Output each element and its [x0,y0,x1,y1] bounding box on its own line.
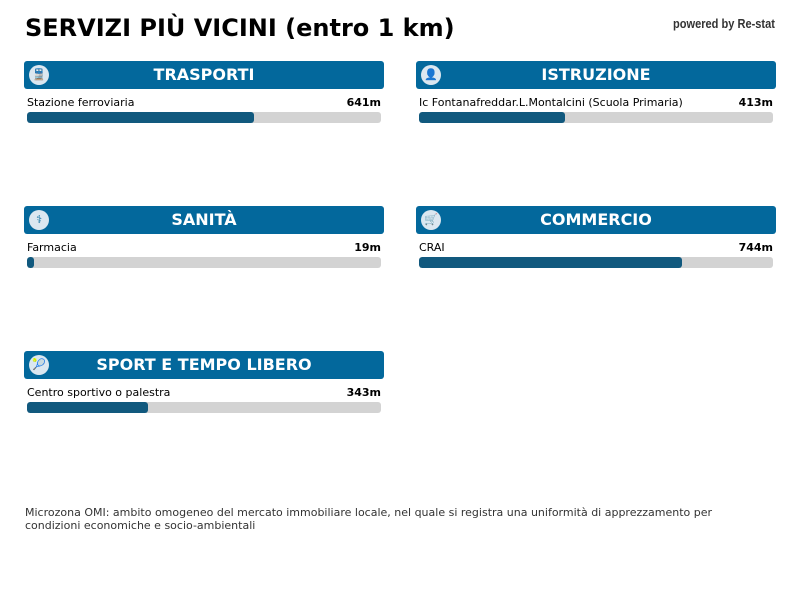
category-header: 🚆 TRASPORTI [24,61,384,89]
category-title: TRASPORTI [153,65,255,84]
distance-bar-fill [419,112,566,123]
category-card: 🎾 SPORT E TEMPO LIBERO Centro sportivo o… [24,351,384,414]
category-title: SANITÀ [171,210,237,229]
distance-bar [27,402,381,413]
train-icon: 🚆 [29,65,49,85]
service-name: CRAI [419,241,445,254]
distance-bar [419,257,773,268]
category-card: 🚆 TRASPORTI Stazione ferroviaria 641m [24,61,384,124]
distance-bar-fill [419,257,683,268]
student-icon: 👤 [421,65,441,85]
service-name: Stazione ferroviaria [27,96,135,109]
category-card: 👤 ISTRUZIONE Ic Fontanafreddar.L.Montalc… [416,61,776,124]
footnote: Microzona OMI: ambito omogeneo del merca… [25,506,713,532]
service-row: Stazione ferroviaria 641m [27,96,381,124]
category-card: 🛒 COMMERCIO CRAI 744m [416,206,776,269]
powered-by-logo: powered by Re-stat [673,16,775,31]
distance-bar-fill [27,402,149,413]
service-distance: 19m [354,241,381,254]
service-row: Centro sportivo o palestra 343m [27,386,381,414]
category-header: 🎾 SPORT E TEMPO LIBERO [24,351,384,379]
category-header: ⚕ SANITÀ [24,206,384,234]
category-header: 🛒 COMMERCIO [416,206,776,234]
cart-icon: 🛒 [421,210,441,230]
service-name: Ic Fontanafreddar.L.Montalcini (Scuola P… [419,96,683,109]
service-distance: 641m [346,96,381,109]
tennis-icon: 🎾 [29,355,49,375]
service-distance: 744m [738,241,773,254]
category-title: SPORT E TEMPO LIBERO [96,355,312,374]
page-title: SERVIZI PIÙ VICINI (entro 1 km) [25,14,455,42]
service-row: Ic Fontanafreddar.L.Montalcini (Scuola P… [419,96,773,124]
distance-bar [27,112,381,123]
category-title: ISTRUZIONE [541,65,651,84]
category-card: ⚕ SANITÀ Farmacia 19m [24,206,384,269]
service-distance: 413m [738,96,773,109]
distance-bar-fill [27,112,254,123]
service-name: Farmacia [27,241,77,254]
service-row: Farmacia 19m [27,241,381,269]
category-title: COMMERCIO [540,210,652,229]
distance-bar-fill [27,257,34,268]
distance-bar [27,257,381,268]
service-name: Centro sportivo o palestra [27,386,171,399]
pharmacy-icon: ⚕ [29,210,49,230]
service-distance: 343m [346,386,381,399]
distance-bar [419,112,773,123]
service-row: CRAI 744m [419,241,773,269]
category-header: 👤 ISTRUZIONE [416,61,776,89]
